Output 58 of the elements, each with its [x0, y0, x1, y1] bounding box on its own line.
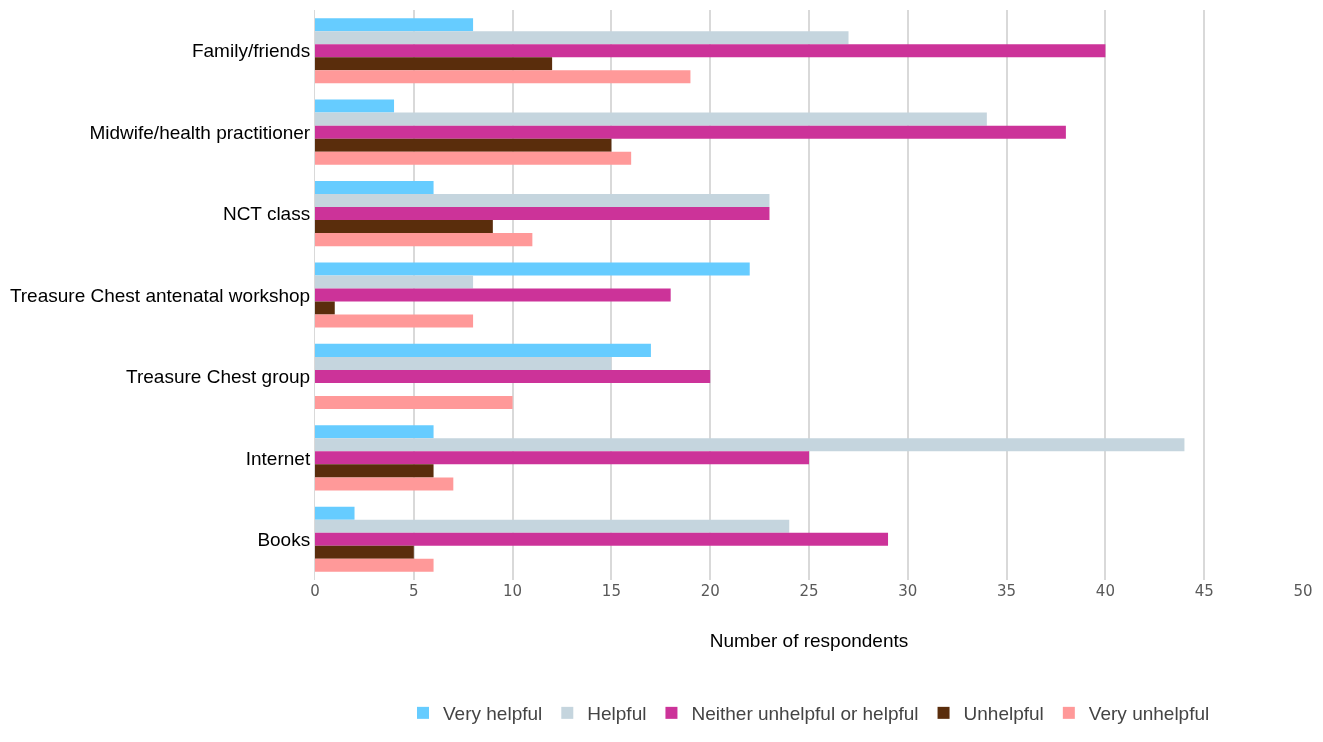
bar	[315, 31, 849, 45]
bar	[315, 314, 474, 328]
bar	[315, 194, 770, 208]
bar	[315, 44, 1106, 58]
bar	[315, 301, 335, 315]
x-tick-label: 20	[700, 582, 720, 600]
x-axis-title: Number of respondents	[709, 630, 909, 651]
bar	[315, 532, 889, 546]
bar	[315, 99, 395, 113]
legend-label: Neither unhelpful or helpful	[691, 703, 919, 725]
bar	[315, 181, 434, 195]
bar	[315, 343, 651, 357]
bar	[315, 369, 711, 383]
bar	[315, 57, 553, 71]
bar	[315, 207, 770, 221]
y-tick-label: Books	[257, 528, 311, 550]
y-tick-label: Family/friends	[191, 40, 311, 62]
bar	[315, 262, 750, 276]
bar	[315, 545, 414, 559]
bar	[315, 464, 434, 478]
bar	[315, 395, 513, 409]
legend-label: Very helpful	[443, 703, 543, 725]
x-tick-label: 15	[601, 582, 621, 600]
bar	[315, 275, 474, 289]
bar	[315, 477, 454, 491]
bar	[315, 125, 1066, 139]
y-tick-label: Internet	[245, 447, 311, 469]
bar	[315, 356, 612, 370]
y-tick-label: Midwife/health practitioner	[89, 121, 311, 143]
bar	[315, 70, 691, 84]
bar	[315, 558, 434, 572]
legend-label: Helpful	[587, 703, 647, 725]
bar	[315, 151, 632, 165]
x-tick-label: 45	[1194, 582, 1214, 600]
legend-label: Unhelpful	[963, 703, 1044, 725]
bar	[315, 220, 493, 234]
x-tick-label: 5	[409, 582, 419, 600]
y-tick-label: NCT class	[222, 203, 311, 225]
x-tick-label: 25	[799, 582, 819, 600]
bar	[315, 138, 612, 152]
x-tick-label: 0	[310, 582, 320, 600]
y-tick-label: Treasure Chest group	[126, 366, 311, 388]
bar	[315, 425, 434, 439]
x-tick-label: 30	[898, 582, 918, 600]
x-tick-label: 10	[503, 582, 523, 600]
x-tick-label: 50	[1293, 582, 1313, 600]
bar	[315, 519, 790, 533]
y-tick-label: Treasure Chest antenatal workshop	[9, 284, 311, 306]
bar	[315, 438, 1185, 452]
x-tick-label: 35	[997, 582, 1017, 600]
bar	[315, 18, 474, 32]
bar	[315, 288, 671, 302]
legend-label: Very unhelpful	[1088, 703, 1210, 725]
x-tick-label: 40	[1095, 582, 1115, 600]
bar	[315, 451, 809, 465]
bar	[315, 233, 533, 247]
bar	[315, 506, 355, 520]
bar	[315, 112, 987, 126]
